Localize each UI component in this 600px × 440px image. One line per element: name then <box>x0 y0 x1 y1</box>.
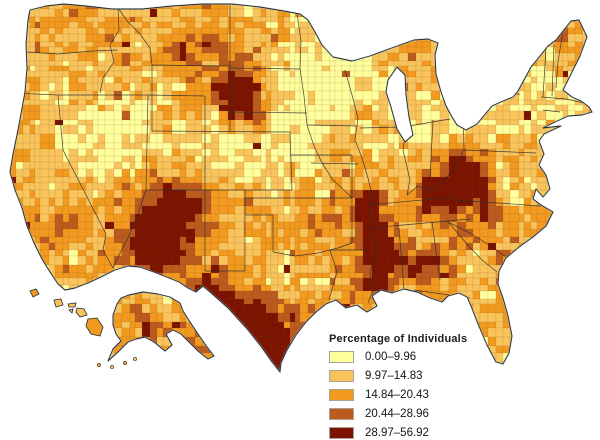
hawaii-island-molokai <box>67 302 77 308</box>
legend-class-label: 0.00–9.96 <box>365 351 417 363</box>
legend-swatch <box>329 427 354 439</box>
aleutian-island <box>133 357 137 361</box>
aleutian-island <box>110 365 114 369</box>
aleutian-islands <box>97 357 137 369</box>
hawaii-island-maui <box>75 307 88 318</box>
legend-rows: 0.00–9.96 9.97–14.83 14.84–20.43 20.44–28.9… <box>329 351 467 439</box>
legend-item-1: 9.97–14.83 <box>329 370 467 382</box>
state-borders <box>10 5 585 304</box>
hawaii-island-lanai <box>68 308 74 314</box>
legend-item-2: 14.84–20.43 <box>329 389 467 401</box>
legend-class-label: 9.97–14.83 <box>365 370 423 382</box>
legend-swatch <box>329 389 354 401</box>
legend-swatch <box>329 408 354 420</box>
aleutian-island <box>97 363 101 367</box>
legend-swatch <box>329 370 354 382</box>
legend-swatch <box>329 351 354 363</box>
aleutian-island <box>123 361 127 365</box>
legend-title: Percentage of Individuals <box>329 333 468 345</box>
legend: Percentage of Individuals 0.00–9.96 9.97–… <box>329 333 467 440</box>
legend-item-0: 0.00–9.96 <box>329 351 467 363</box>
hawaii-inset <box>29 288 104 337</box>
legend-class-label: 28.97–56.92 <box>365 427 429 439</box>
coastline <box>9 3 593 373</box>
hawaii-island-kauai <box>29 288 40 298</box>
legend-class-label: 14.84–20.43 <box>365 389 429 401</box>
legend-class-label: 20.44–28.96 <box>365 408 429 420</box>
hawaii-island-oahu <box>53 298 64 308</box>
hawaii-island-hawaii <box>85 317 104 337</box>
legend-item-3: 20.44–28.96 <box>329 408 467 420</box>
legend-item-4: 28.97–56.92 <box>329 427 467 439</box>
